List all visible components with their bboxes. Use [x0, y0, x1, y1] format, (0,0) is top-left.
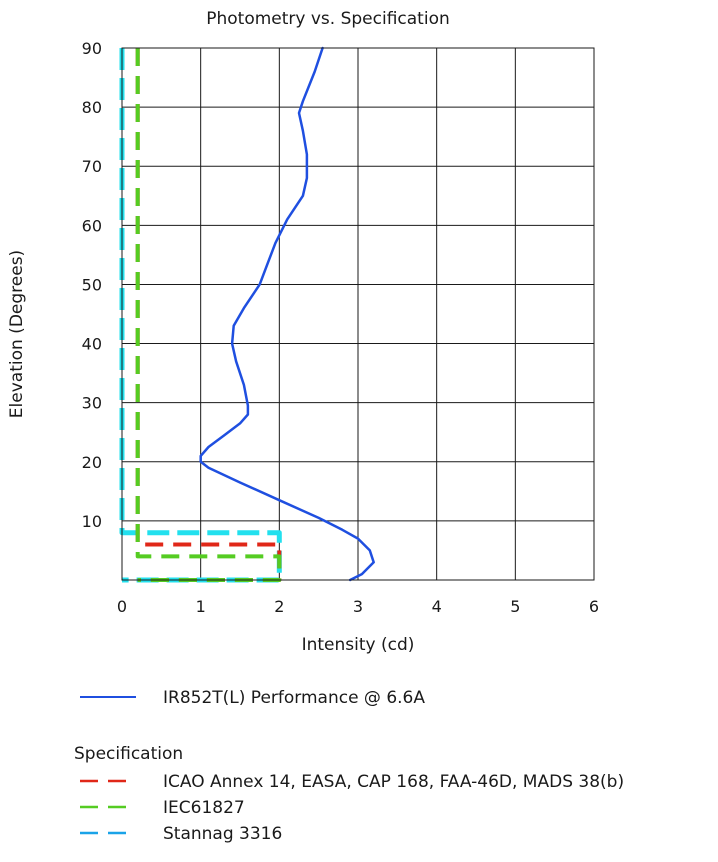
y-tick-label: 40	[82, 335, 102, 354]
series-line-spec-1	[135, 48, 282, 582]
x-tick-label: 6	[589, 597, 599, 616]
series-line-spec-2	[135, 48, 282, 582]
y-tick-label: 30	[82, 394, 102, 413]
x-tick-label: 2	[274, 597, 284, 616]
y-tick-label: 60	[82, 216, 102, 235]
plot-frame	[121, 47, 595, 581]
legend-heading: Specification	[74, 744, 183, 764]
grid	[122, 48, 594, 580]
x-tick-label: 1	[196, 597, 206, 616]
legend-label: IR852T(L) Performance @ 6.6A	[163, 688, 425, 708]
y-axis-label: Elevation (Degrees)	[7, 250, 27, 418]
y-tick-labels: 10 20 30 40 50 60 70 80 90	[82, 39, 102, 531]
y-tick-label: 50	[82, 275, 102, 294]
y-tick-label: 80	[82, 98, 102, 117]
x-tick-labels: 0 1 2 3 4 5 6	[117, 597, 599, 616]
x-axis-label: Intensity (cd)	[302, 635, 415, 655]
x-tick-label: 5	[510, 597, 520, 616]
y-tick-label: 70	[82, 157, 102, 176]
x-tick-label: 3	[353, 597, 363, 616]
series-line-performance	[199, 46, 375, 582]
chart-title: Photometry vs. Specification	[206, 9, 450, 29]
x-tick-label: 4	[432, 597, 442, 616]
legend-label: ICAO Annex 14, EASA, CAP 168, FAA-46D, M…	[163, 772, 624, 792]
y-tick-label: 10	[82, 512, 102, 531]
y-tick-label: 90	[82, 39, 102, 58]
x-tick-label: 0	[117, 597, 127, 616]
legend-label: IEC61827	[163, 798, 245, 818]
series-layer	[119, 46, 375, 583]
y-tick-label: 20	[82, 453, 102, 472]
legend: IR852T(L) Performance @ 6.6A Specificatio…	[74, 688, 624, 844]
legend-label: Stannag 3316	[163, 824, 282, 844]
